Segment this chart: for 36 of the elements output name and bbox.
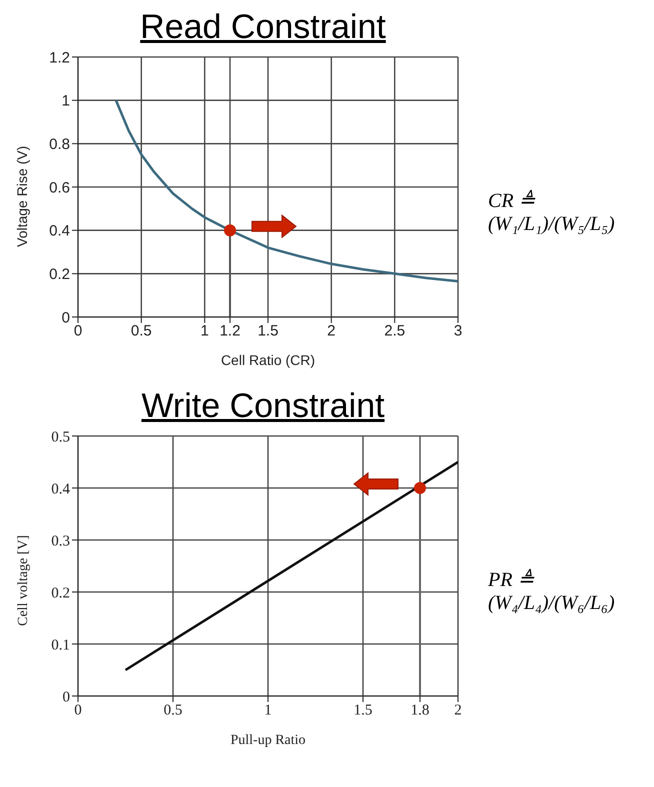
text: PR ≜ (W₄/L₄)/(W₆/L₆) [488, 568, 616, 615]
chart-title: Write Constraint [140, 387, 386, 426]
x-tick-label: 0 [74, 702, 82, 719]
y-tick-label: 0.2 [49, 266, 70, 283]
x-tick-label: 1 [200, 322, 209, 340]
x-tick-label: 0.5 [164, 702, 182, 719]
y-tick-label: 0.8 [49, 136, 70, 153]
y-tick-label: 0 [62, 689, 70, 706]
y-tick-label: 0.5 [51, 429, 70, 446]
x-tick-label: 1.8 [410, 702, 430, 719]
y-axis-title: Cell voltage [V] [16, 535, 31, 626]
y-tick-label: 1.2 [49, 49, 70, 66]
y-tick-label: 0.1 [51, 637, 70, 654]
x-tick-label: 2 [327, 322, 336, 340]
line-series [114, 99, 458, 282]
x-tick-label: 1 [264, 702, 272, 719]
y-tick-label: 0.4 [49, 222, 70, 240]
x-axis-title: Pull-up Ratio [230, 733, 306, 748]
y-tick-label: 0.6 [49, 179, 70, 196]
x-axis-title: Cell Ratio (CR) [220, 352, 316, 368]
x-tick-label: 2 [454, 702, 462, 719]
chart-title: Read Constraint [139, 8, 387, 47]
y-tick-label: 0.3 [51, 533, 70, 550]
y-tick-label: 0.2 [51, 585, 70, 602]
y-tick-label: 0 [62, 309, 70, 326]
x-tick-label: 0.5 [130, 322, 152, 340]
x-tick-label: 1.5 [354, 702, 372, 719]
x-tick-label: 1.5 [258, 322, 278, 340]
x-tick-label: 1.2 [220, 322, 240, 340]
y-tick-label: 0.4 [51, 481, 70, 498]
y-tick-label: 1 [62, 92, 70, 110]
x-tick-label: 0 [74, 322, 82, 340]
y-axis-title: Voltage Rise (V) [14, 146, 30, 247]
text: CR ≜ (W₁/L₁)/(W₅/L₅) [488, 188, 616, 236]
x-tick-label: 2.5 [384, 322, 406, 340]
x-tick-label: 3 [454, 322, 462, 340]
